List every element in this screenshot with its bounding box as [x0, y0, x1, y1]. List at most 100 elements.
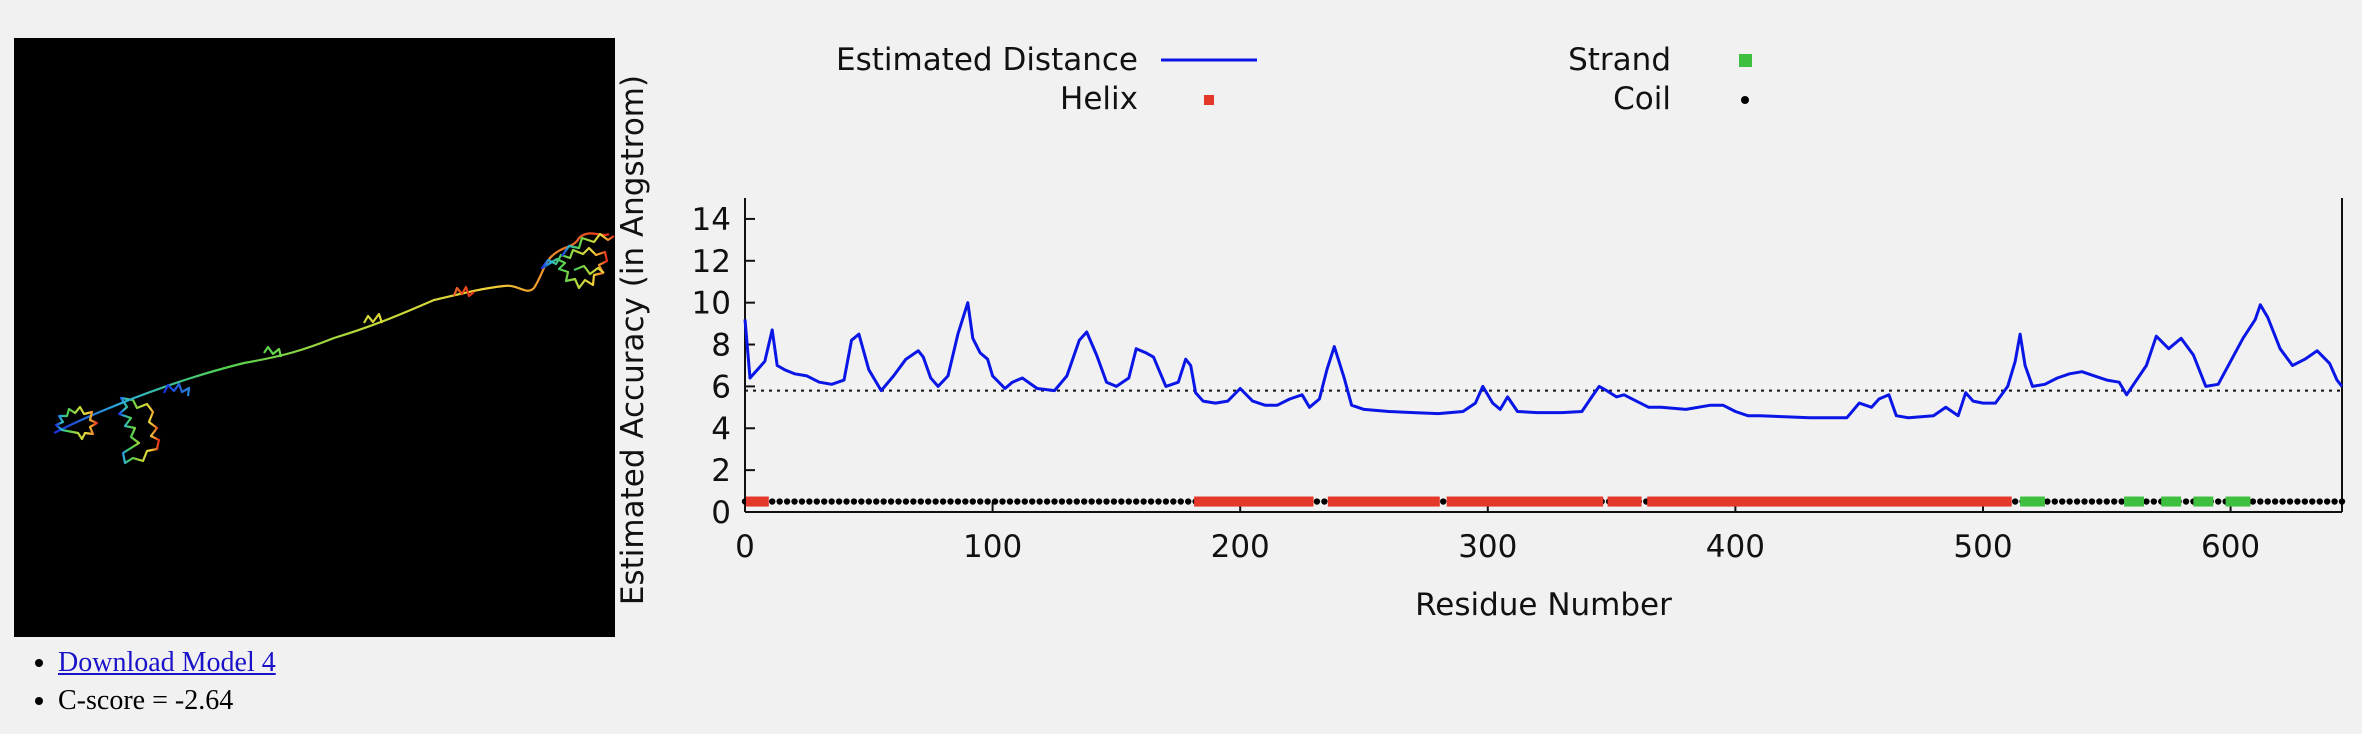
- coil-marker: [1162, 498, 1170, 505]
- coil-marker: [2051, 498, 2058, 505]
- coil-marker: [1073, 498, 1080, 505]
- coil-marker: [2073, 498, 2081, 505]
- coil-marker: [1440, 498, 1447, 505]
- strand-marker: [2133, 496, 2144, 507]
- x-tick-label: 500: [1953, 529, 2012, 565]
- coil-marker: [2011, 498, 2019, 505]
- helix-marker: [1633, 496, 1642, 507]
- coil-marker: [1133, 498, 1140, 505]
- coil-marker: [887, 498, 895, 505]
- coil-marker: [1051, 498, 1058, 505]
- legend-helix-label: Helix: [1060, 81, 1138, 117]
- helix-marker: [760, 496, 769, 507]
- coil-marker: [1006, 498, 1014, 505]
- y-tick-label: 10: [692, 286, 731, 322]
- y-axis-label: Estimated Accuracy (in Angstrom): [615, 75, 651, 605]
- coil-marker: [2111, 498, 2118, 505]
- x-tick-label: 300: [1458, 529, 1517, 565]
- coil-marker: [939, 498, 947, 505]
- coil-marker: [2103, 498, 2110, 505]
- legend-strand-label: Strand: [1568, 42, 1671, 78]
- coil-marker: [783, 498, 791, 505]
- strand-marker: [2203, 496, 2214, 507]
- helix-marker: [1595, 496, 1604, 507]
- y-tick-label: 0: [711, 495, 731, 531]
- cscore-list-item: C-score = -2.64: [58, 682, 276, 720]
- accuracy-chart: 0 2 4 6 8 10 12 14 0 100 200 300 400 500 600 Residue Nu…: [615, 0, 2362, 644]
- coil-marker: [991, 498, 999, 505]
- coil-marker: [1058, 498, 1066, 505]
- legend-coil-swatch: [1741, 96, 1749, 104]
- coil-marker: [925, 498, 932, 505]
- coil-marker: [2096, 498, 2103, 505]
- x-tick-label: 100: [963, 529, 1022, 565]
- coil-marker: [2118, 498, 2125, 505]
- x-tick-label: 0: [735, 529, 755, 565]
- coil-marker: [2257, 498, 2264, 505]
- strand-marker: [2034, 496, 2045, 507]
- coil-marker: [2271, 498, 2279, 505]
- coil-marker: [2066, 498, 2073, 505]
- coil-marker: [962, 498, 969, 505]
- coil-marker: [2182, 498, 2190, 505]
- coil-marker: [2309, 498, 2316, 505]
- coil-marker: [1110, 498, 1118, 505]
- coil-marker: [1043, 498, 1051, 505]
- coil-marker: [2338, 498, 2346, 505]
- coil-marker: [776, 498, 783, 505]
- helix-marker: [2003, 496, 2012, 507]
- coil-marker: [1095, 498, 1103, 505]
- coil-marker: [2294, 498, 2301, 505]
- coil-marker: [843, 498, 850, 505]
- coil-marker: [850, 498, 858, 505]
- coil-marker: [865, 498, 872, 505]
- model-viewer: [14, 38, 615, 637]
- protein-model-image: [53, 232, 615, 465]
- coil-marker: [2081, 498, 2088, 505]
- y-tick-label: 14: [692, 202, 731, 238]
- legend-strand-swatch: [1739, 54, 1752, 67]
- x-tick-label: 600: [2201, 529, 2260, 565]
- coil-marker: [2044, 498, 2051, 505]
- coil-marker: [791, 498, 798, 505]
- coil-marker: [880, 498, 887, 505]
- download-list-item: Download Model 4: [58, 644, 276, 682]
- coil-marker: [873, 498, 880, 505]
- y-tick-label: 12: [692, 244, 731, 280]
- coil-marker: [2215, 498, 2222, 505]
- coil-marker: [2059, 498, 2066, 505]
- accuracy-chart-svg: 0 2 4 6 8 10 12 14 0 100 200 300 400 500 600 Residue Nu…: [615, 42, 2346, 623]
- y-tick-label: 8: [711, 328, 731, 364]
- coil-marker: [2249, 498, 2257, 505]
- coil-marker: [2286, 498, 2294, 505]
- coil-marker: [932, 498, 939, 505]
- coil-marker: [1014, 498, 1021, 505]
- coil-marker: [835, 498, 843, 505]
- coil-marker: [999, 498, 1006, 505]
- coil-marker: [806, 498, 813, 505]
- x-axis-label: Residue Number: [1415, 587, 1672, 623]
- y-tick-label: 2: [711, 453, 731, 489]
- coil-marker: [1140, 498, 1147, 505]
- coil-marker: [769, 498, 776, 505]
- coil-marker: [2264, 498, 2271, 505]
- coil-marker: [821, 498, 828, 505]
- y-tick-label: 4: [711, 411, 731, 447]
- coil-marker: [1147, 498, 1155, 505]
- model-info-list: Download Model 4 C-score = -2.64: [0, 644, 276, 720]
- coil-marker: [813, 498, 821, 505]
- coil-marker: [2150, 498, 2158, 505]
- coil-marker: [910, 498, 917, 505]
- coil-marker: [984, 498, 991, 505]
- x-tick-label: 400: [1706, 529, 1765, 565]
- coil-marker: [2301, 498, 2309, 505]
- coil-marker: [1313, 498, 1321, 505]
- legend-estimated-distance-label: Estimated Distance: [836, 42, 1138, 78]
- coil-marker: [1155, 498, 1162, 505]
- download-model-link[interactable]: Download Model 4: [58, 647, 276, 678]
- coil-marker: [828, 498, 835, 505]
- coil-marker: [1081, 498, 1088, 505]
- coil-marker: [947, 498, 954, 505]
- coil-marker: [2279, 498, 2286, 505]
- strand-marker: [2171, 496, 2182, 507]
